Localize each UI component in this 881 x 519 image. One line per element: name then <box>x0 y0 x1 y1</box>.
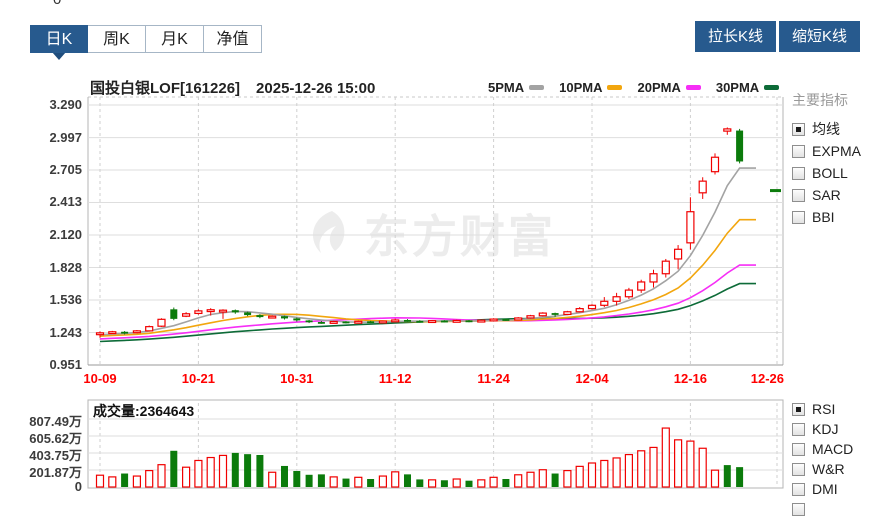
legend-item-10PMA: 10PMA <box>559 80 623 95</box>
indicator-label: RSI <box>812 401 836 417</box>
active-tab-pointer-icon <box>52 52 66 60</box>
ma-line-20PMA <box>99 264 756 340</box>
x-axis-label: 10-09 <box>83 371 117 386</box>
y-axis-tick: 1.243 <box>49 324 82 340</box>
indicator-MACD[interactable]: MACD <box>792 439 880 459</box>
legend-label: 30PMA <box>715 80 760 95</box>
main-indicator-group: 主要指标 均线 EXPMA BOLL SAR BBI <box>792 90 880 228</box>
tab-净值[interactable]: 净值 <box>204 25 262 53</box>
ma-legend: 5PMA 10PMA 20PMA 30PMA <box>488 80 780 95</box>
indicator-label: 均线 <box>812 121 840 137</box>
volume-axis-tick: 605.62万 <box>29 430 82 446</box>
legend-label: 10PMA <box>559 80 603 95</box>
fund-title: 国投白银LOF[161226] <box>90 80 241 97</box>
main-indicator-title: 主要指标 <box>792 92 848 108</box>
checkbox-icon[interactable] <box>792 422 805 436</box>
indicator-W&R[interactable]: W&R <box>792 459 880 479</box>
indicator-DMI[interactable]: DMI <box>792 479 880 499</box>
indicator-SAR[interactable]: SAR <box>792 184 880 206</box>
checkbox-icon[interactable] <box>792 502 805 516</box>
legend-item-5PMA: 5PMA <box>488 80 545 95</box>
indicator-RSI[interactable]: RSI <box>792 399 880 419</box>
x-axis-label: 10-21 <box>181 371 216 386</box>
indicator-BBI[interactable]: BBI <box>792 206 880 228</box>
sub-indicator-group: RSI KDJ MACD W&R DMI <box>792 399 880 519</box>
eastmoney-logo-icon <box>313 210 345 253</box>
indicator-label: W&R <box>812 461 845 477</box>
legend-label: 20PMA <box>637 80 681 95</box>
checkbox-icon[interactable] <box>792 462 805 476</box>
y-axis-tick: 2.413 <box>49 194 82 210</box>
indicator-均线[interactable]: 均线 <box>792 118 880 140</box>
chart-datetime: 2025-12-26 15:00 <box>256 80 376 97</box>
legend-item-20PMA: 20PMA <box>637 80 701 95</box>
indicator-label: EXPMA <box>812 143 862 159</box>
x-axis-label: 12-26 <box>750 371 784 386</box>
period-tab-row: 日K 周K 月K 净值 <box>30 25 262 53</box>
y-axis-tick: 2.705 <box>49 162 82 178</box>
volume-axis-tick: 201.87万 <box>29 465 82 480</box>
checkbox-icon[interactable] <box>792 482 805 496</box>
chart-canvas[interactable] <box>0 0 881 502</box>
checkbox-icon[interactable] <box>792 144 805 158</box>
x-axis-label: 12-16 <box>673 371 708 386</box>
shrink-kline-button[interactable]: 缩短K线 <box>779 21 861 52</box>
x-axis-label: 12-04 <box>575 371 609 386</box>
checkbox-checked-icon[interactable] <box>792 122 805 136</box>
x-axis-label: 10-31 <box>280 371 314 386</box>
indicator-EXPMA[interactable]: EXPMA <box>792 140 880 162</box>
legend-swatch <box>529 85 545 90</box>
y-axis-tick: 3.290 <box>49 97 82 112</box>
x-axis-label: 11-12 <box>378 371 412 386</box>
x-axis-label: 11-24 <box>477 371 510 386</box>
checkbox-icon[interactable] <box>792 166 805 180</box>
legend-swatch <box>607 85 623 90</box>
indicator-label: DMI <box>812 481 838 497</box>
tab-月K[interactable]: 月K <box>146 25 204 53</box>
indicator-KDJ[interactable]: KDJ <box>792 419 880 439</box>
indicator-label: MACD <box>812 441 854 457</box>
checkbox-icon[interactable] <box>792 188 805 202</box>
checkbox-checked-icon[interactable] <box>792 402 805 416</box>
legend-swatch <box>685 85 701 90</box>
volume-label: 成交量:2364643 <box>93 403 195 419</box>
volume-axis-tick: 807.49万 <box>29 414 82 429</box>
chart-header: 国投白银LOF[161226] 2025-12-26 15:00 <box>90 77 375 98</box>
legend-label: 5PMA <box>488 80 525 95</box>
y-axis-tick: 2.997 <box>49 129 82 145</box>
checkbox-icon[interactable] <box>792 210 805 224</box>
indicator-partial[interactable] <box>792 499 880 519</box>
y-axis-tick: 1.536 <box>49 291 82 307</box>
stretch-kline-button[interactable]: 拉长K线 <box>695 21 777 52</box>
y-axis-tick: 1.828 <box>49 259 82 275</box>
ma-line-5PMA <box>99 167 756 336</box>
indicator-label: SAR <box>812 187 841 203</box>
indicator-BOLL[interactable]: BOLL <box>792 162 880 184</box>
y-axis-tick: 0.951 <box>49 357 82 372</box>
legend-swatch <box>764 85 780 90</box>
indicator-label: BBI <box>812 209 835 225</box>
y-axis-tick: 2.120 <box>49 227 82 243</box>
legend-item-30PMA: 30PMA <box>715 80 780 95</box>
indicator-label: BOLL <box>812 165 848 181</box>
tab-周K[interactable]: 周K <box>88 25 146 53</box>
tab-日K[interactable]: 日K <box>30 25 88 53</box>
volume-axis-tick: 403.75万 <box>29 447 82 463</box>
checkbox-icon[interactable] <box>792 442 805 456</box>
indicator-label: KDJ <box>812 421 839 437</box>
clipped-text-top: 0 <box>53 0 61 8</box>
volume-axis-tick: 0 <box>74 479 82 494</box>
